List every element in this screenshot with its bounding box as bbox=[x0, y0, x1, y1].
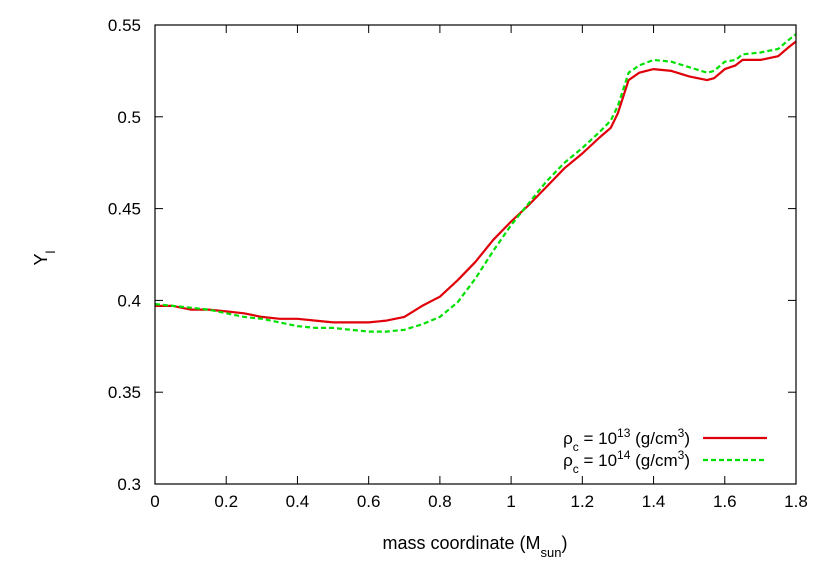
x-tick-label: 1.8 bbox=[784, 492, 808, 511]
legend: ρc = 1013 (g/cm3) ρc = 1014 (g/cm3) bbox=[563, 426, 767, 476]
x-tick-label: 0.4 bbox=[286, 492, 310, 511]
series-line-2 bbox=[154, 33, 797, 333]
y-tick-label: 0.55 bbox=[108, 16, 141, 35]
y-axis-label-sub: l bbox=[43, 250, 58, 253]
y-tick-label: 0.3 bbox=[117, 475, 141, 494]
x-axis-label-sub: sun bbox=[541, 545, 562, 560]
legend-label-series-2: ρc = 1014 (g/cm3) bbox=[563, 448, 690, 476]
x-tick-label: 1.4 bbox=[642, 492, 666, 511]
x-tick-label: 0 bbox=[150, 492, 159, 511]
x-tick-label: 1.2 bbox=[571, 492, 595, 511]
legend-label-series-1: ρc = 1013 (g/cm3) bbox=[563, 426, 690, 454]
x-tick-label: 0.6 bbox=[357, 492, 381, 511]
x-tick-label: 0.8 bbox=[428, 492, 452, 511]
y-axis-label: Yl bbox=[31, 250, 58, 265]
series-line-1 bbox=[155, 40, 797, 324]
plot-frame bbox=[154, 24, 797, 485]
x-axis-label: mass coordinate (Msun) bbox=[382, 533, 567, 560]
y-tick-label: 0.45 bbox=[108, 200, 141, 219]
x-tick-label: 1 bbox=[506, 492, 515, 511]
ticks-layer: 0 0.2 0.4 0.6 0.8 1 1.2 1.4 1.6 1.8 0.3 0.35 0.4 0.45… bbox=[108, 16, 808, 511]
series-layer bbox=[154, 33, 797, 333]
y-tick-label: 0.35 bbox=[108, 383, 141, 402]
x-tick-label: 0.2 bbox=[214, 492, 238, 511]
x-tick-label: 1.6 bbox=[713, 492, 737, 511]
y-tick-label: 0.5 bbox=[117, 108, 141, 127]
y-tick-label: 0.4 bbox=[117, 291, 141, 310]
